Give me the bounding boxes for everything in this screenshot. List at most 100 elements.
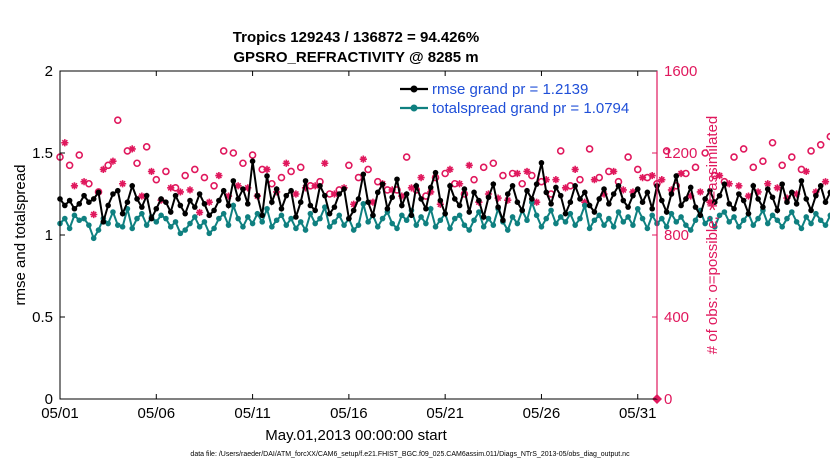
assimilated-obs-marker [205,198,213,206]
assimilated-obs-marker [542,176,550,184]
y-left-tick-label: 1.5 [32,145,53,162]
totalspread-point [683,222,689,228]
possible-obs-marker [296,163,305,172]
totalspread-point [293,225,299,232]
rmse-point [172,192,179,199]
possible-obs-marker [624,153,632,161]
rmse-point [341,186,347,192]
assimilated-obs-marker [436,200,444,208]
rmse-point [81,192,87,199]
x-axis-label: May.01,2013 00:00:00 start [265,427,447,444]
rmse-point [663,209,670,215]
rmse-point [90,196,97,202]
possible-obs-marker [162,167,170,176]
totalspread-point [321,204,328,210]
possible-obs-marker [152,175,161,184]
rmse-point [273,186,280,192]
rmse-point [581,189,588,196]
assimilated-obs-marker [802,167,810,176]
rmse-point [119,210,126,217]
rmse-point [269,199,275,205]
assimilated-obs-marker [504,196,512,204]
possible-obs-marker [142,143,151,151]
possible-obs-marker [470,175,478,184]
rmse-point [524,187,530,194]
totalspread-point [793,219,800,225]
rmse-point [466,209,473,215]
possible-obs-marker [364,165,372,174]
assimilated-obs-marker [80,178,88,186]
totalspread-point [721,209,728,215]
totalspread-point [476,209,482,215]
rmse-point [225,202,232,209]
assimilated-obs-marker [648,171,656,180]
totalspread-point [572,222,578,228]
rmse-point [678,202,684,209]
totalspread-point [432,224,439,230]
rmse-point [100,219,107,225]
assimilated-obs-marker [215,171,223,180]
assimilated-obs-marker [793,190,801,198]
assimilated-obs-marker [764,180,772,188]
rmse-point [803,196,810,202]
totalspread-point [273,217,280,224]
totalspread-point [95,227,102,233]
rmse-point [317,183,323,189]
totalspread-point [769,212,776,219]
y-right-tick-label: 0 [664,391,672,408]
assimilated-obs-marker [128,145,136,153]
legend-rmse-label: rmse grand pr = 1.2139 [432,81,588,98]
totalspread-point [90,235,97,242]
totalspread-point [389,220,396,227]
rmse-point [711,199,718,205]
possible-obs-marker [354,173,363,182]
x-tick-label: 05/16 [330,405,368,422]
rmse-point [326,210,333,217]
rmse-point [813,192,819,199]
assimilated-obs-marker [427,188,435,196]
x-tick-label: 05/26 [523,405,561,422]
totalspread-point [418,214,424,220]
rmse-point [461,186,468,192]
assimilated-obs-marker [359,155,367,163]
totalspread-point [114,222,121,228]
totalspread-point [668,210,675,217]
assimilated-obs-marker [821,178,830,186]
totalspread-point [423,220,429,227]
assimilated-obs-marker [99,165,107,173]
totalspread-point [62,215,68,222]
totalspread-point [456,212,463,219]
assimilated-obs-marker [619,186,627,194]
totalspread-point [567,210,574,217]
plot-background [60,71,657,399]
rmse-point [283,192,290,199]
totalspread-point [81,215,87,222]
possible-obs-marker [104,161,112,170]
totalspread-point [196,224,203,230]
assimilated-obs-marker [61,139,69,147]
assimilated-obs-marker [301,184,310,192]
rmse-point [427,184,434,191]
totalspread-point [220,210,227,217]
assimilated-obs-marker [263,165,271,173]
assimilated-obs-marker [176,188,184,196]
rmse-point [206,212,213,219]
totalspread-point [630,222,636,228]
assimilated-obs-marker [735,182,743,190]
rmse-point [355,196,362,202]
rmse-point [139,204,145,210]
rmse-point [557,192,564,199]
rmse-point [668,191,675,197]
rmse-point [408,212,415,219]
totalspread-point [360,201,367,207]
rmse-point [148,215,155,222]
totalspread-point [524,217,530,224]
rmse-point [553,184,559,191]
assimilated-obs-marker [533,198,541,206]
rmse-point [721,181,728,187]
assimilated-obs-marker [388,186,396,194]
totalspread-point [581,202,588,209]
possible-obs-marker [489,159,498,168]
rmse-point [158,196,164,202]
totalspread-point [394,225,400,232]
